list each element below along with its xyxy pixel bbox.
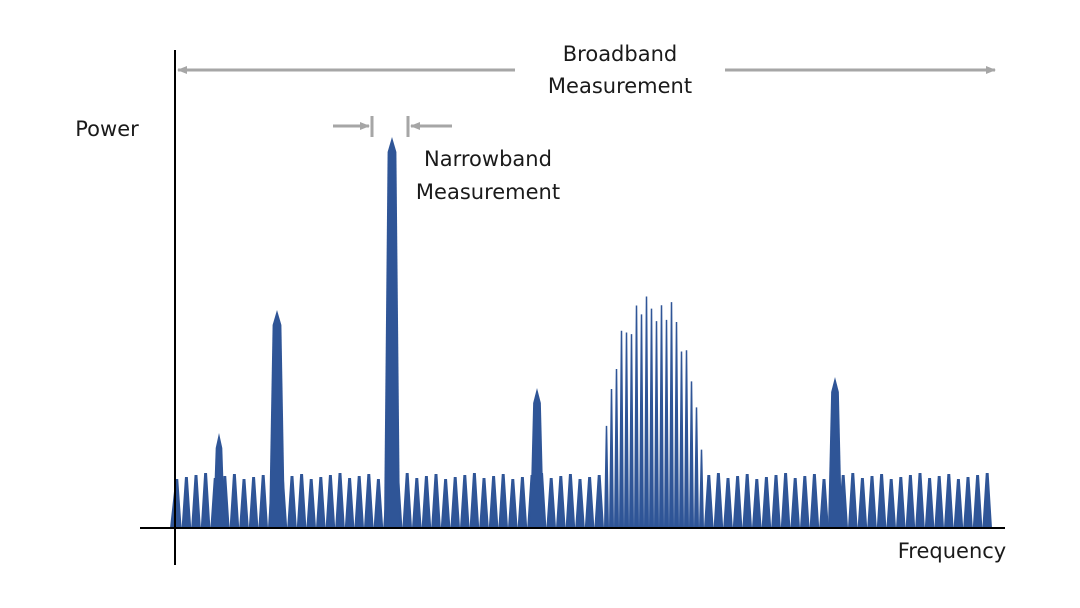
x-axis-label: Frequency: [898, 539, 1007, 563]
broadband-label: Broadband: [563, 42, 677, 66]
narrowband-label: Measurement: [416, 180, 560, 204]
spectral-peak: [530, 388, 544, 528]
noise-floor: [170, 296, 992, 528]
broadband-label: Measurement: [548, 74, 692, 98]
spectral-peak: [269, 310, 285, 528]
narrowband-label: Narrowband: [424, 147, 552, 171]
spectral-peak: [213, 433, 225, 528]
y-axis-label: Power: [75, 117, 139, 141]
spectrum: [170, 137, 992, 528]
spectral-peak: [828, 377, 842, 528]
spectral-peak: [384, 137, 400, 528]
